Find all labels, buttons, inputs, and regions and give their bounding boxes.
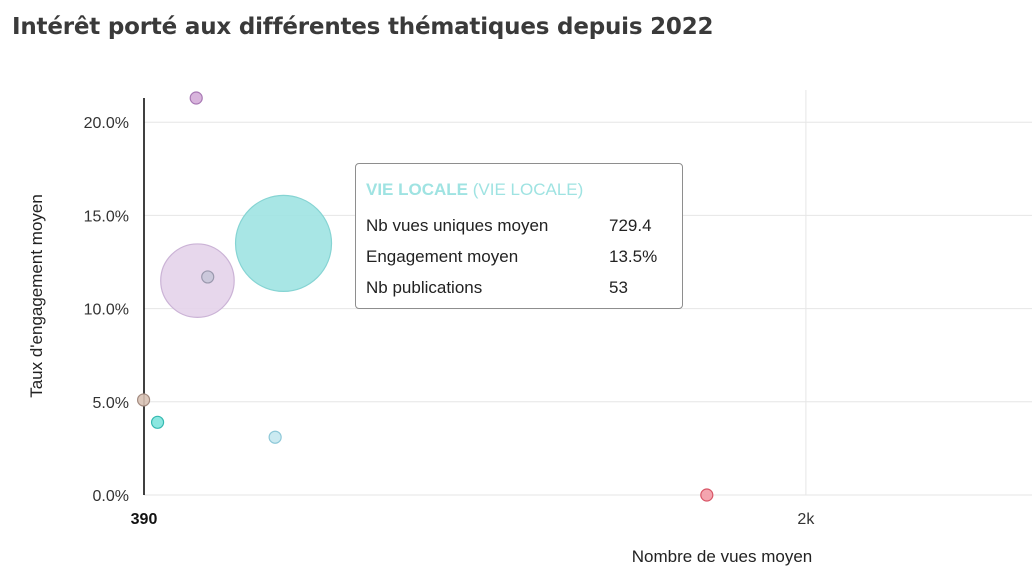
- tooltip-row-publications: Nb publications 53: [366, 272, 672, 303]
- tooltip-row-engagement: Engagement moyen 13.5%: [366, 241, 672, 272]
- bubbles[interactable]: [136, 91, 714, 502]
- bubble[interactable]: [268, 430, 282, 444]
- y-tick-label: 0.0%: [93, 488, 129, 505]
- tooltip-label: Nb vues uniques moyen: [366, 215, 549, 235]
- tooltip-value: 53: [609, 277, 628, 297]
- tooltip-heading-light: (VIE LOCALE): [472, 180, 584, 199]
- tooltip-value: 729.4: [609, 215, 652, 235]
- bubble[interactable]: [136, 393, 151, 407]
- bubble[interactable]: [700, 488, 714, 502]
- tooltip-heading: VIE LOCALE (VIE LOCALE): [366, 180, 672, 200]
- chart-title: Intérêt porté aux différentes thématique…: [12, 14, 714, 40]
- tooltip-label: Nb publications: [366, 277, 483, 297]
- tooltip-value: 13.5%: [609, 246, 658, 266]
- bubble[interactable]: [189, 91, 203, 105]
- tooltip-heading-bold: VIE LOCALE: [366, 180, 469, 199]
- bubble[interactable]: [160, 243, 235, 318]
- y-tick-label: 5.0%: [93, 395, 129, 412]
- y-tick-label: 10.0%: [84, 302, 129, 319]
- x-tick-label: 2k: [797, 511, 815, 528]
- tooltip-label: Engagement moyen: [366, 246, 519, 266]
- tick-labels: 0.0% 5.0% 10.0% 15.0% 20.0% 390 2k: [84, 115, 816, 528]
- tooltip: VIE LOCALE (VIE LOCALE) Nb vues uniques …: [355, 163, 683, 309]
- x-tick-label: 390: [131, 511, 158, 528]
- bubble[interactable]: [201, 270, 215, 284]
- x-axis-title: Nombre de vues moyen: [632, 547, 812, 566]
- bubble[interactable]: [150, 415, 165, 429]
- y-tick-label: 15.0%: [84, 208, 129, 225]
- y-tick-label: 20.0%: [84, 115, 129, 132]
- tooltip-row-views: Nb vues uniques moyen 729.4: [366, 210, 672, 241]
- bubble[interactable]: [234, 194, 333, 292]
- y-axis-title: Taux d'engagement moyen: [27, 194, 46, 398]
